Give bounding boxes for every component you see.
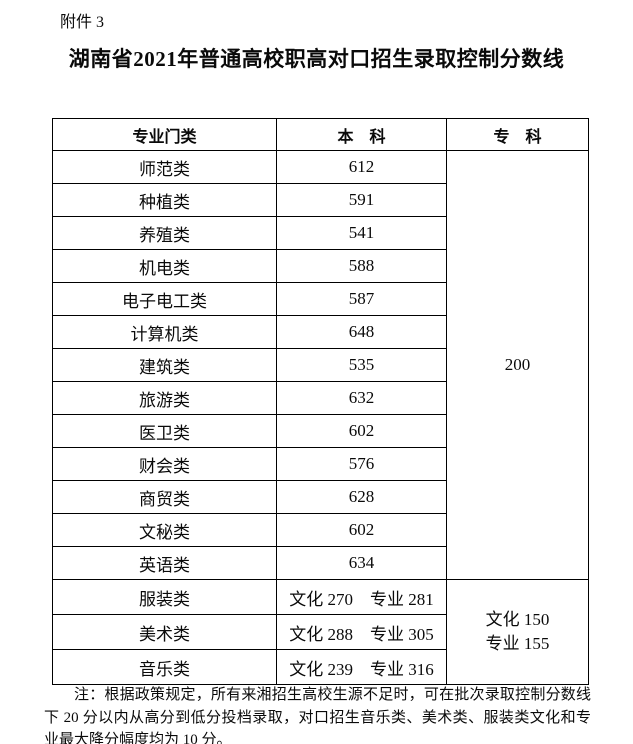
undergraduate-score-cell: 文化 270 专业 281 xyxy=(276,579,447,615)
category-cell: 美术类 xyxy=(52,614,277,650)
undergraduate-score-cell: 588 xyxy=(276,249,447,283)
undergraduate-score-cell: 文化 288 专业 305 xyxy=(276,614,447,650)
table-row: 英语类 634 xyxy=(52,546,589,580)
category-cell: 养殖类 xyxy=(52,216,277,250)
category-cell: 商贸类 xyxy=(52,480,277,514)
undergraduate-score-cell: 587 xyxy=(276,282,447,316)
score-table: 专业门类 本 科 专 科 师范类 612 200 种植类 591 养殖类 541… xyxy=(52,118,589,685)
footnote: 注：根据政策规定，所有来湘招生高校生源不足时，可在批次录取控制分数线下 20 分… xyxy=(44,687,591,744)
table-row: 财会类 576 xyxy=(52,447,589,481)
college-major-score: 专业 155 xyxy=(485,634,550,653)
undergraduate-score-cell: 576 xyxy=(276,447,447,481)
college-culture-score: 文化 150 xyxy=(485,610,550,629)
category-cell: 建筑类 xyxy=(52,348,277,382)
table-row: 音乐类 文化 239 专业 316 xyxy=(52,649,589,685)
page-title: 湖南省2021年普通高校职高对口招生录取控制分数线 xyxy=(68,47,565,71)
category-cell: 文秘类 xyxy=(52,513,277,547)
undergraduate-score-cell: 648 xyxy=(276,315,447,349)
table-row: 美术类 文化 288 专业 305 xyxy=(52,614,589,650)
undergraduate-score-cell: 602 xyxy=(276,414,447,448)
col-header-category: 专业门类 xyxy=(52,118,277,151)
category-cell: 医卫类 xyxy=(52,414,277,448)
table-row: 计算机类 648 xyxy=(52,315,589,349)
undergraduate-score-cell: 628 xyxy=(276,480,447,514)
category-cell: 服装类 xyxy=(52,579,277,615)
attachment-label: 附件 3 xyxy=(60,14,105,31)
college-score-merged-cell-arts: 文化 150 专业 155 xyxy=(446,579,589,685)
category-cell: 种植类 xyxy=(52,183,277,217)
undergraduate-score-cell: 612 xyxy=(276,150,447,184)
undergraduate-score-cell: 541 xyxy=(276,216,447,250)
category-cell: 英语类 xyxy=(52,546,277,580)
table-row: 师范类 612 200 xyxy=(52,150,589,580)
undergraduate-score-cell: 591 xyxy=(276,183,447,217)
table-row: 服装类 文化 270 专业 281 文化 150 专业 155 xyxy=(52,579,589,685)
undergraduate-score-cell: 634 xyxy=(276,546,447,580)
table-row: 建筑类 535 xyxy=(52,348,589,382)
category-cell: 计算机类 xyxy=(52,315,277,349)
undergraduate-score-cell: 602 xyxy=(276,513,447,547)
table-row: 养殖类 541 xyxy=(52,216,589,250)
category-cell: 师范类 xyxy=(52,150,277,184)
table-row: 文秘类 602 xyxy=(52,513,589,547)
category-cell: 电子电工类 xyxy=(52,282,277,316)
category-cell: 机电类 xyxy=(52,249,277,283)
table-row: 机电类 588 xyxy=(52,249,589,283)
college-score-merged-cell: 200 xyxy=(446,150,589,580)
col-header-undergraduate: 本 科 xyxy=(276,118,447,151)
table-row: 医卫类 602 xyxy=(52,414,589,448)
category-cell: 旅游类 xyxy=(52,381,277,415)
category-cell: 音乐类 xyxy=(52,649,277,685)
col-header-college: 专 科 xyxy=(446,118,589,151)
header-row: 专业门类 本 科 专 科 xyxy=(52,118,589,151)
table-row: 旅游类 632 xyxy=(52,381,589,415)
table-row: 种植类 591 xyxy=(52,183,589,217)
table-row: 电子电工类 587 xyxy=(52,282,589,316)
undergraduate-score-cell: 632 xyxy=(276,381,447,415)
undergraduate-score-cell: 文化 239 专业 316 xyxy=(276,649,447,685)
undergraduate-score-cell: 535 xyxy=(276,348,447,382)
category-cell: 财会类 xyxy=(52,447,277,481)
